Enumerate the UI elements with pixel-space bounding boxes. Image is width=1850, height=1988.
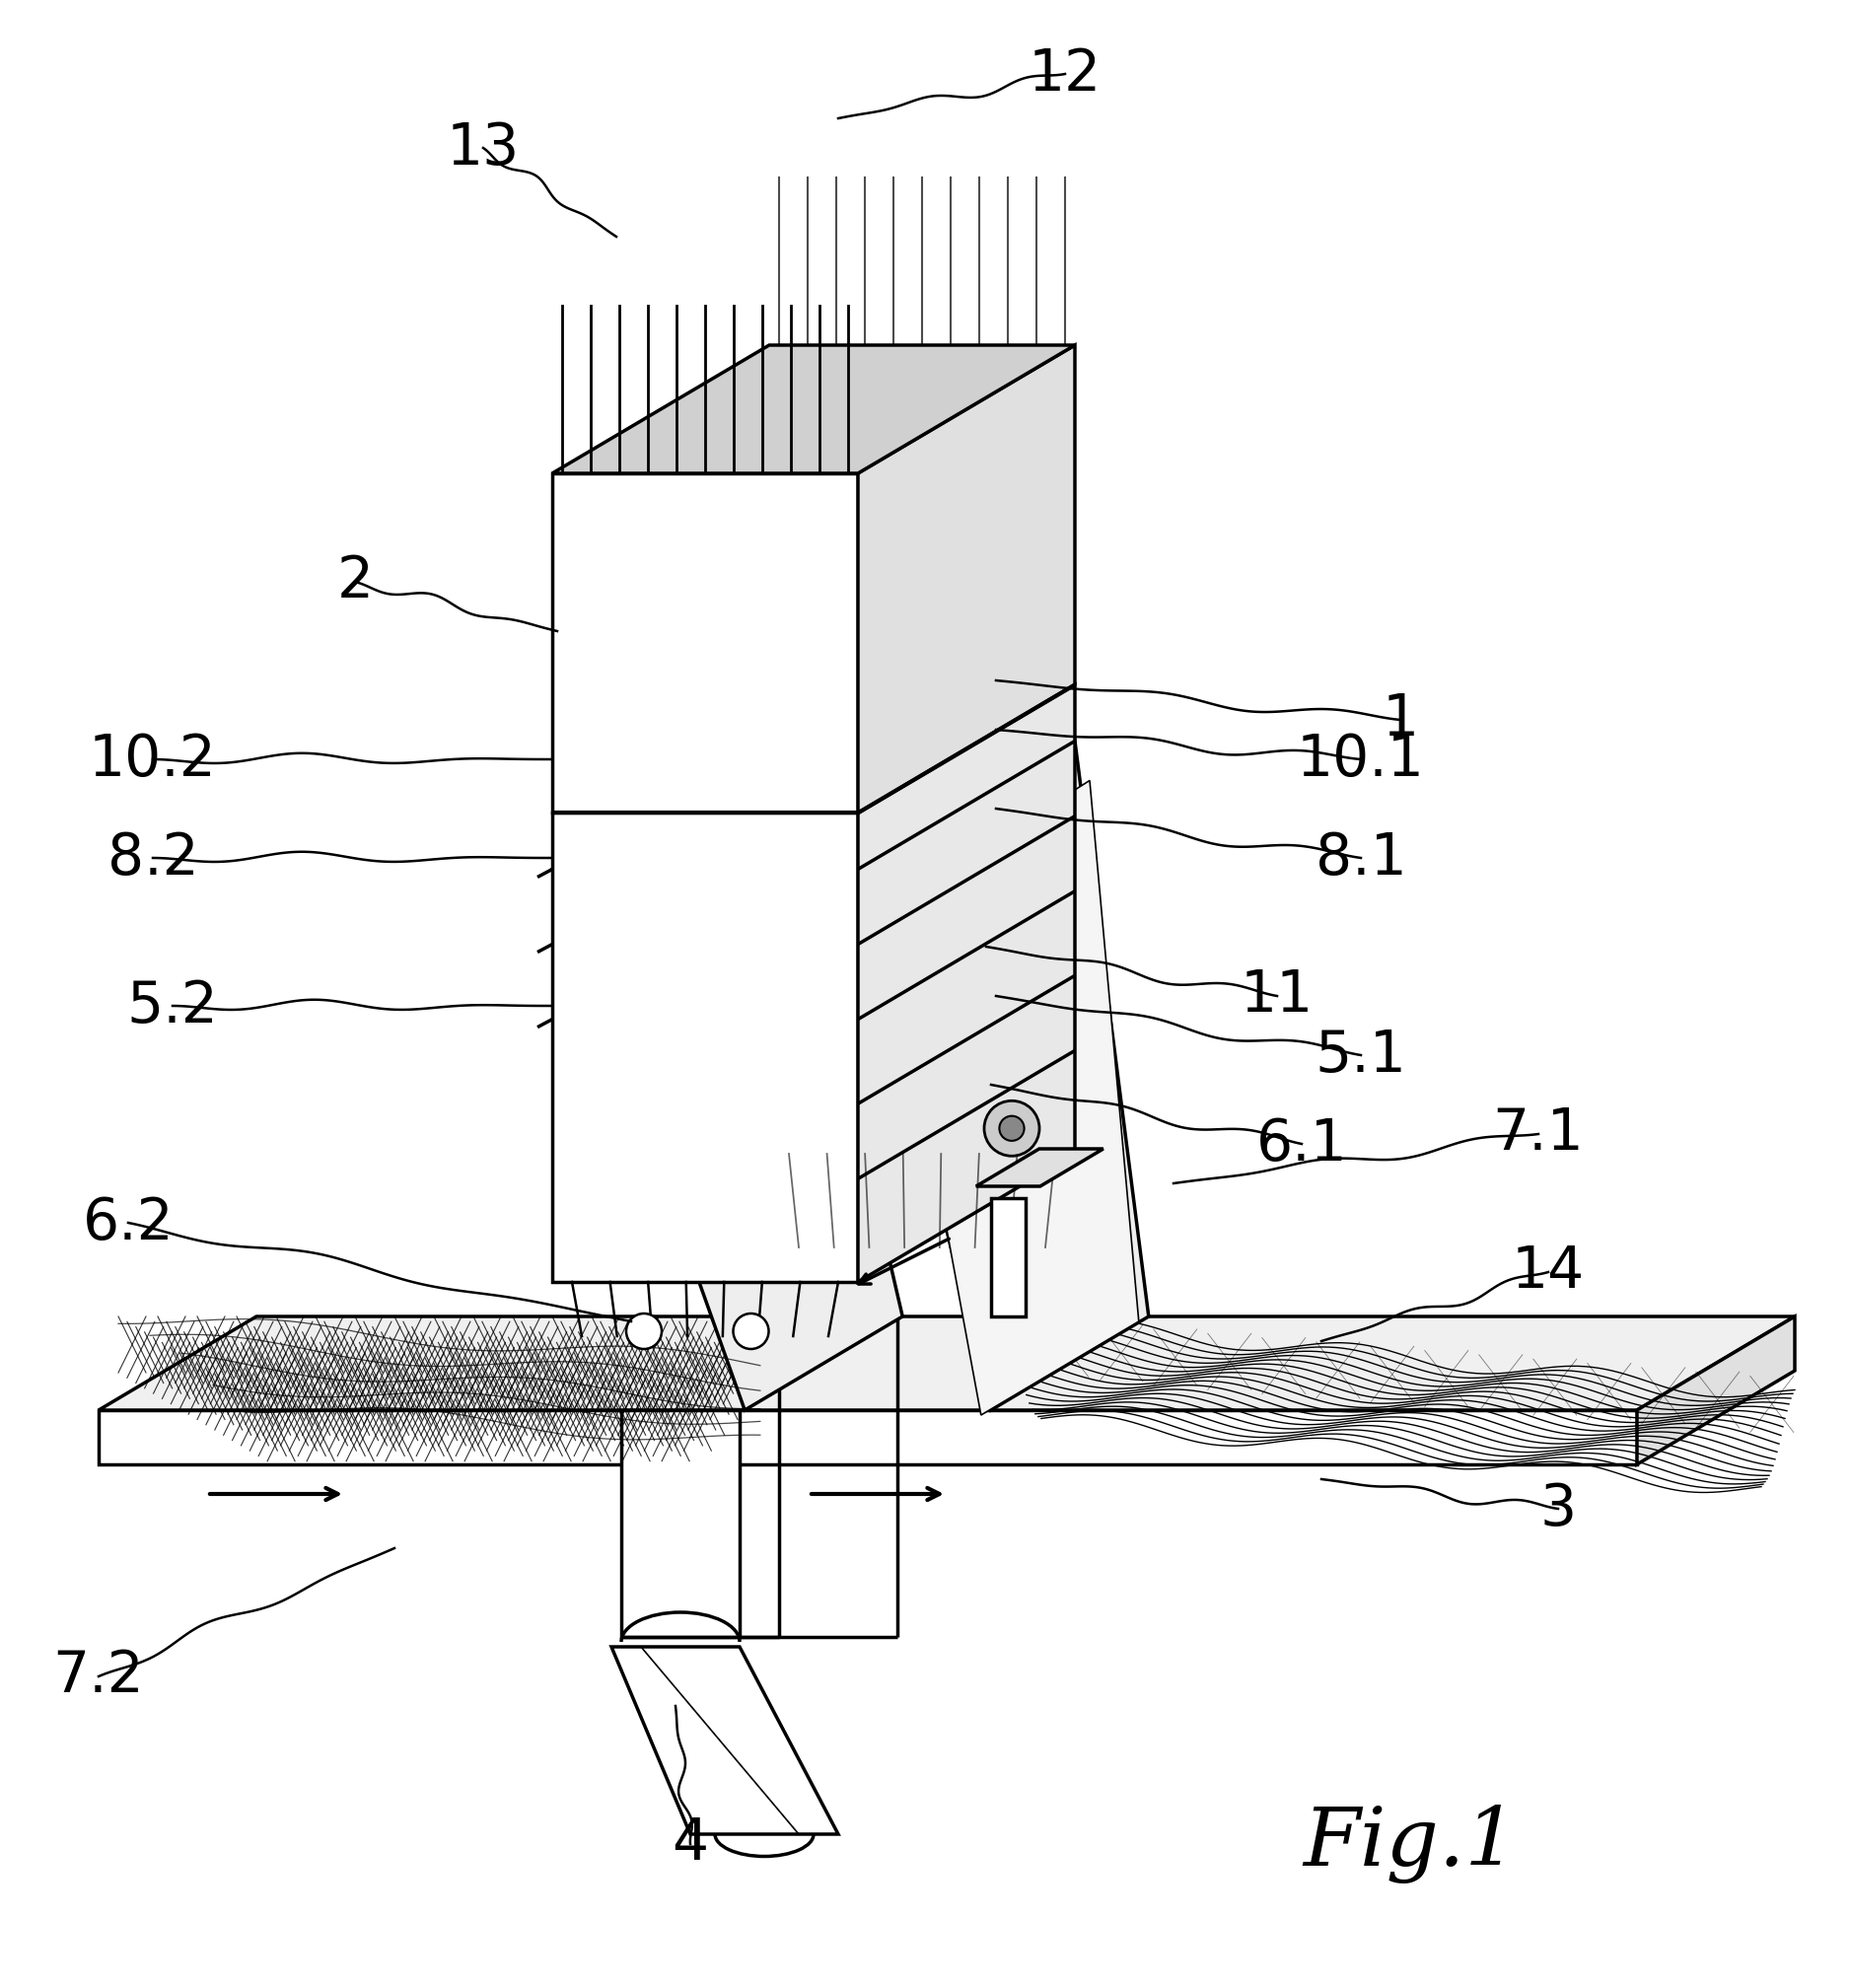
Text: 8.1: 8.1	[1315, 829, 1406, 887]
Text: 3: 3	[1539, 1481, 1576, 1537]
Text: 10.2: 10.2	[89, 732, 216, 787]
Polygon shape	[1637, 1316, 1794, 1465]
Text: 14: 14	[1511, 1244, 1585, 1300]
Polygon shape	[98, 1409, 1637, 1465]
Polygon shape	[992, 1199, 1025, 1316]
Text: 4: 4	[672, 1815, 709, 1873]
Polygon shape	[611, 1646, 838, 1835]
Text: 13: 13	[446, 119, 520, 177]
Text: 7.2: 7.2	[54, 1648, 144, 1704]
Polygon shape	[98, 1316, 1794, 1409]
Text: 7.1: 7.1	[1493, 1105, 1584, 1163]
Text: 1: 1	[1382, 692, 1419, 747]
Circle shape	[733, 1314, 770, 1350]
Text: 5.2: 5.2	[128, 978, 218, 1034]
Polygon shape	[858, 684, 1075, 1282]
Text: 11: 11	[1241, 968, 1313, 1024]
Polygon shape	[858, 346, 1075, 813]
Polygon shape	[553, 346, 1075, 473]
Text: 8.2: 8.2	[107, 829, 198, 887]
Polygon shape	[553, 813, 858, 1282]
Text: 12: 12	[1029, 46, 1101, 101]
Text: 2: 2	[337, 555, 374, 610]
Polygon shape	[553, 473, 858, 813]
Polygon shape	[553, 742, 903, 1409]
Circle shape	[625, 1314, 662, 1350]
Polygon shape	[977, 1149, 1103, 1187]
Circle shape	[984, 1101, 1040, 1155]
Text: 6.1: 6.1	[1256, 1115, 1347, 1173]
Polygon shape	[858, 742, 1149, 1409]
Text: 5.1: 5.1	[1315, 1028, 1406, 1083]
Text: Fig.1: Fig.1	[1302, 1805, 1517, 1883]
Polygon shape	[888, 781, 1140, 1415]
Circle shape	[999, 1115, 1025, 1141]
Text: 6.2: 6.2	[83, 1195, 174, 1250]
Polygon shape	[622, 1409, 740, 1636]
Text: 10.1: 10.1	[1297, 732, 1425, 787]
